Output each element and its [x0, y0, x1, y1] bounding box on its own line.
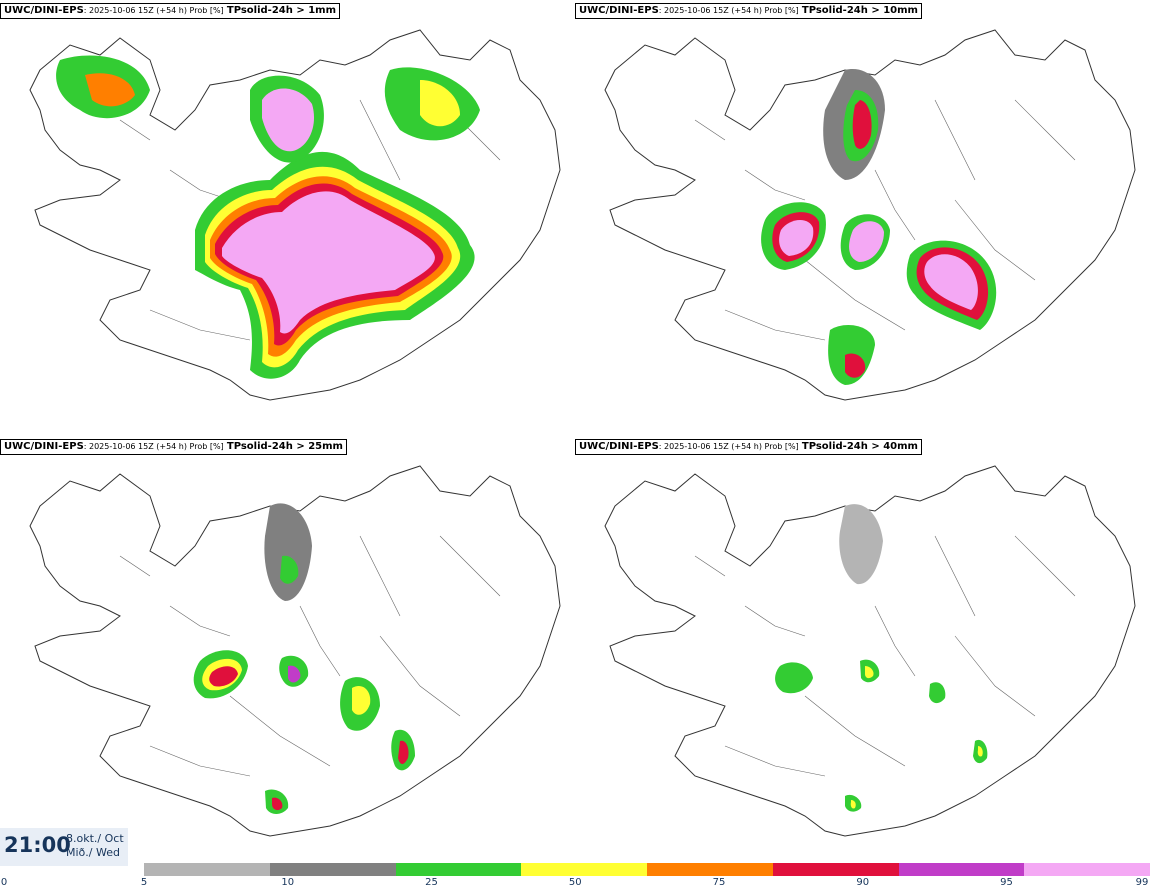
valid-time: 21:00 — [4, 833, 71, 857]
valid-date-line2: Mið./ Wed — [66, 846, 120, 859]
legend-tick-label: 10 — [281, 877, 295, 888]
iceland-map — [604, 29, 1136, 401]
legend-tick-label: 0 — [0, 877, 8, 888]
iceland-map — [29, 465, 561, 837]
legend-ticks: 0 5 10 25 50 75 90 95 99 — [0, 877, 1150, 891]
panel-title: UWC/DINI-EPS: 2025-10-06 15Z (+54 h) Pro… — [575, 439, 922, 455]
map-panel-40mm: UWC/DINI-EPS: 2025-10-06 15Z (+54 h) Pro… — [575, 436, 1150, 872]
legend-band — [1024, 863, 1150, 876]
legend-tick-label: 95 — [1000, 877, 1013, 888]
legend-tick-label: 75 — [712, 877, 726, 888]
legend-band — [395, 863, 522, 876]
legend-tick-label: 99 — [1135, 877, 1149, 888]
legend-band — [521, 863, 647, 876]
legend-band — [898, 863, 1025, 876]
valid-date: 8.okt./ Oct Mið./ Wed — [66, 832, 124, 860]
panel-title: UWC/DINI-EPS: 2025-10-06 15Z (+54 h) Pro… — [575, 3, 922, 19]
map-panel-25mm: UWC/DINI-EPS: 2025-10-06 15Z (+54 h) Pro… — [0, 436, 575, 872]
legend-band — [647, 863, 773, 876]
map-panel-10mm: UWC/DINI-EPS: 2025-10-06 15Z (+54 h) Pro… — [575, 0, 1150, 436]
map-panel-1mm: UWC/DINI-EPS: 2025-10-06 15Z (+54 h) Pro… — [0, 0, 575, 436]
panel-title: UWC/DINI-EPS: 2025-10-06 15Z (+54 h) Pro… — [0, 3, 341, 19]
legend-tick-label: 25 — [425, 877, 438, 888]
legend-tick-label: 50 — [568, 877, 582, 888]
legend-band — [269, 863, 396, 876]
probability-field — [775, 504, 988, 812]
valid-date-line1: 8.okt./ Oct — [66, 832, 124, 845]
iceland-map — [29, 29, 561, 401]
probability-field — [193, 503, 415, 814]
legend-band — [772, 863, 899, 876]
probability-field — [56, 55, 480, 379]
valid-time-box: 21:00 8.okt./ Oct Mið./ Wed — [0, 828, 128, 866]
iceland-map — [604, 465, 1136, 837]
legend-band — [144, 863, 270, 876]
legend-tick-label: 90 — [856, 877, 870, 888]
probability-field — [761, 69, 997, 385]
legend-tick-label: 5 — [140, 877, 148, 888]
color-legend — [144, 863, 1150, 876]
panel-title: UWC/DINI-EPS: 2025-10-06 15Z (+54 h) Pro… — [0, 439, 347, 455]
